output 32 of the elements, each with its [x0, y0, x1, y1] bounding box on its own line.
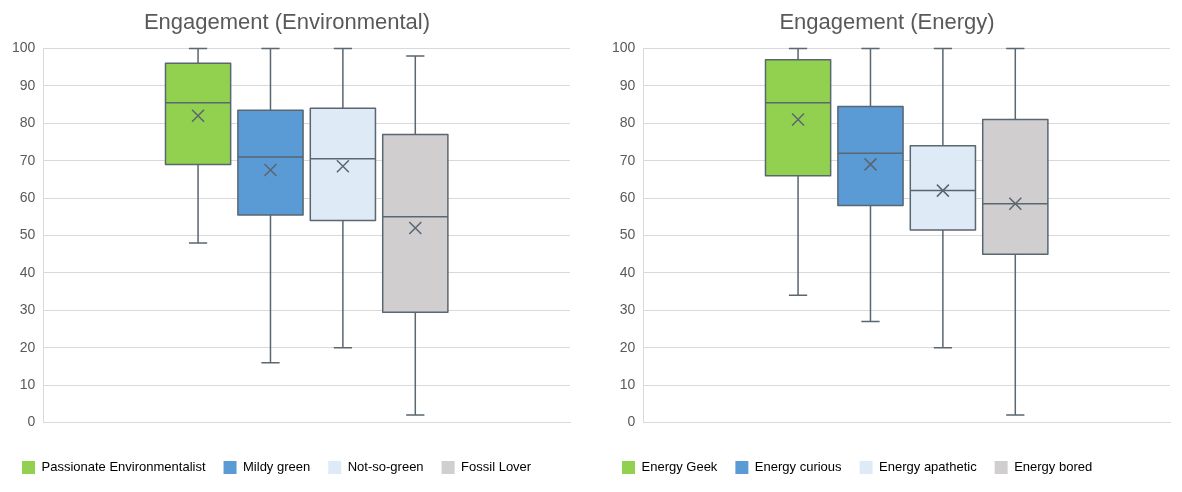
y-tick-label: 80: [19, 114, 36, 131]
y-tick-label: 40: [19, 263, 36, 280]
y-tick-label: 60: [19, 188, 36, 205]
y-tick-label: 30: [19, 301, 36, 318]
y-tick-label: 50: [19, 226, 36, 243]
legend-label: Passionate Environmentalist: [41, 459, 206, 475]
y-tick-label: 80: [619, 114, 636, 131]
y-tick-label: 70: [619, 151, 636, 168]
legend-label: Energy bored: [1014, 459, 1093, 475]
y-tick-label: 50: [619, 226, 636, 243]
y-tick-label: 0: [627, 413, 636, 430]
y-tick-label: 20: [619, 338, 636, 355]
y-tick-label: 90: [19, 76, 36, 93]
legend-label: Energy curious: [754, 459, 843, 475]
y-tick-label: 100: [612, 39, 636, 56]
legend-label: Not-so-green: [347, 459, 424, 475]
y-tick-label: 10: [619, 376, 636, 393]
y-tick-label: 20: [19, 338, 36, 355]
legend-label: Fossil Lover: [461, 459, 532, 475]
y-tick-label: 70: [19, 151, 36, 168]
legend-label: Energy Geek: [641, 459, 718, 475]
y-tick-label: 90: [619, 76, 636, 93]
legend-label: Mildy green: [243, 459, 311, 475]
y-tick-label: 40: [619, 263, 636, 280]
y-tick-label: 0: [27, 413, 36, 430]
legend-label: Energy apathetic: [879, 459, 978, 475]
chart-title: Engagement (Energy): [779, 9, 995, 35]
y-tick-label: 100: [12, 39, 36, 56]
chart-title: Engagement (Environmental): [143, 9, 431, 35]
y-tick-label: 60: [619, 188, 636, 205]
y-tick-label: 10: [19, 376, 36, 393]
y-tick-label: 30: [619, 301, 636, 318]
